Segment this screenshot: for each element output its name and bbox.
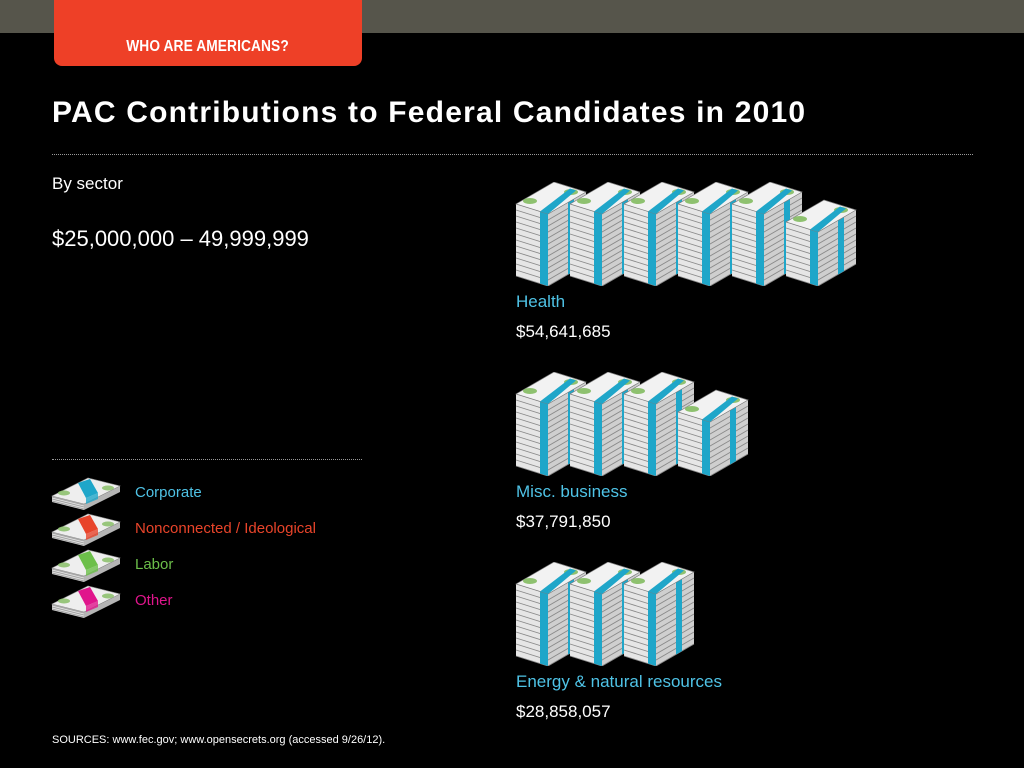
other-money-stack-icon: [51, 585, 121, 618]
money-stack-bar: [677, 389, 749, 476]
legend-item: Other: [50, 584, 370, 620]
sector-group: Health $54,641,685: [514, 182, 914, 362]
sector-label: Misc. business: [516, 482, 628, 501]
legend-item: Corporate: [50, 476, 370, 512]
legend-divider: [52, 459, 362, 460]
legend-item: Labor: [50, 548, 370, 584]
sector-value-label: $37,791,850: [516, 512, 611, 531]
sector-group: Energy & natural resources $28,858,057: [514, 562, 914, 742]
title-divider: [52, 154, 973, 155]
money-stack-bar: [515, 182, 587, 286]
sector-value-label: $28,858,057: [516, 702, 611, 721]
section-tab[interactable]: WHO ARE AMERICANS?: [54, 0, 362, 66]
money-stack-bar: [785, 199, 857, 286]
page-title: PAC Contributions to Federal Candidates …: [52, 96, 807, 129]
chart-subtitle: By sector: [52, 174, 123, 193]
sector-label: Health: [516, 292, 566, 311]
legend-item: Nonconnected / Ideological: [50, 512, 370, 548]
unit-label: $25,000,000 – 49,999,999: [52, 226, 309, 251]
legend-label: Nonconnected / Ideological: [135, 520, 316, 537]
legend-label: Corporate: [135, 484, 202, 501]
section-tab-label: WHO ARE AMERICANS?: [126, 38, 290, 55]
nonconnected-money-stack-icon: [51, 513, 121, 546]
legend-label: Other: [135, 592, 173, 609]
legend-label: Labor: [135, 556, 174, 573]
sources-note: SOURCES: www.fec.gov; www.opensecrets.or…: [52, 734, 386, 746]
sector-group: Misc. business $37,791,850: [514, 372, 914, 552]
money-stack-bar: [623, 562, 695, 666]
sector-label: Energy & natural resources: [516, 672, 722, 691]
sector-value-label: $54,641,685: [516, 322, 611, 341]
corporate-money-stack-icon: [51, 477, 121, 510]
labor-money-stack-icon: [51, 549, 121, 582]
